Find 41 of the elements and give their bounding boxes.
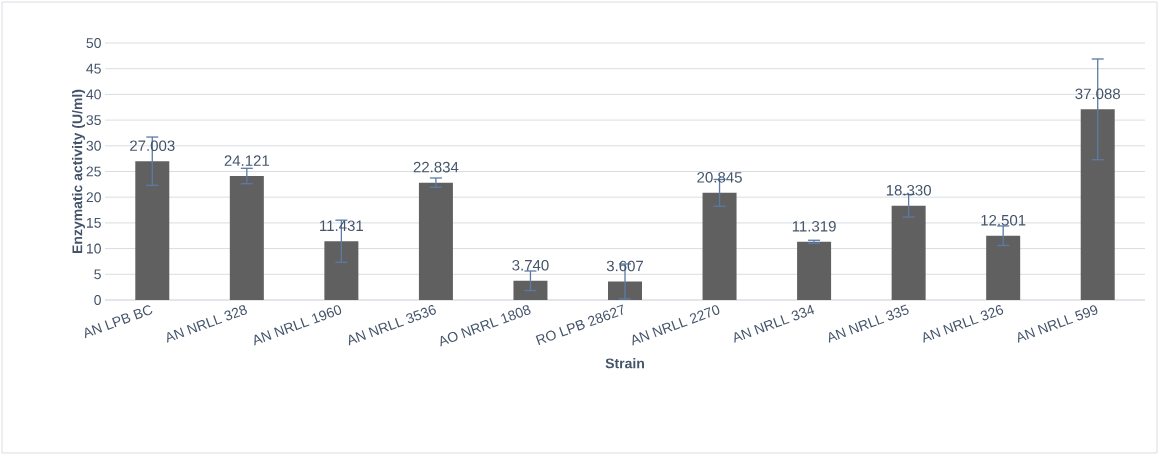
data-label: 20.845 <box>697 172 742 183</box>
x-axis-title: Strain <box>605 358 644 369</box>
bar <box>513 280 548 300</box>
bar <box>1080 109 1115 300</box>
bar <box>702 192 737 300</box>
data-label: 12.501 <box>981 214 1026 226</box>
bar <box>986 235 1021 300</box>
x-tick-label: AN NRLL 328 <box>167 305 247 343</box>
y-tick-label: 20 <box>86 192 101 203</box>
x-tick-label: AN NRLL 1960 <box>254 305 342 346</box>
y-tick-label: 50 <box>86 38 101 48</box>
x-tick-label: AN NRLL 326 <box>923 305 1004 343</box>
x-tick-label: AN NRLL 3536 <box>348 305 436 346</box>
x-tick-label: AN NRLL 334 <box>734 304 815 343</box>
x-tick-label: AO NRRL 1808 <box>440 305 531 347</box>
y-tick-label: 10 <box>86 243 101 254</box>
data-label: 11.319 <box>792 220 836 232</box>
x-tick-label: AN NRLL 599 <box>1018 305 1098 343</box>
y-axis-title: Enzymatic activity (U/ml) <box>71 89 86 254</box>
y-tick-label: 35 <box>86 115 101 126</box>
y-tick-label: 30 <box>86 140 101 151</box>
x-tick-label: AN NRLL 2270 <box>632 305 720 346</box>
bar <box>135 161 170 300</box>
bar <box>797 241 832 300</box>
bar <box>229 176 264 300</box>
data-label: 18.330 <box>886 184 931 196</box>
x-tick-label: AN LPB BC <box>85 305 153 339</box>
x-tick-label: AN NRLL 335 <box>828 304 909 343</box>
y-tick-label: 25 <box>86 166 101 177</box>
y-tick-label: 40 <box>86 89 101 100</box>
bar <box>891 205 926 300</box>
data-label: 24.121 <box>224 155 270 166</box>
x-tick-label: RO LPB 28627 <box>535 304 623 346</box>
data-label: 22.834 <box>413 161 459 173</box>
y-tick-label: 45 <box>86 63 101 74</box>
bar <box>418 182 453 300</box>
bar <box>324 241 359 300</box>
data-label: 3.740 <box>512 259 549 271</box>
y-tick-label: 15 <box>86 218 101 228</box>
y-tick-label: 0 <box>94 295 101 305</box>
y-tick-label: 5 <box>94 269 101 280</box>
